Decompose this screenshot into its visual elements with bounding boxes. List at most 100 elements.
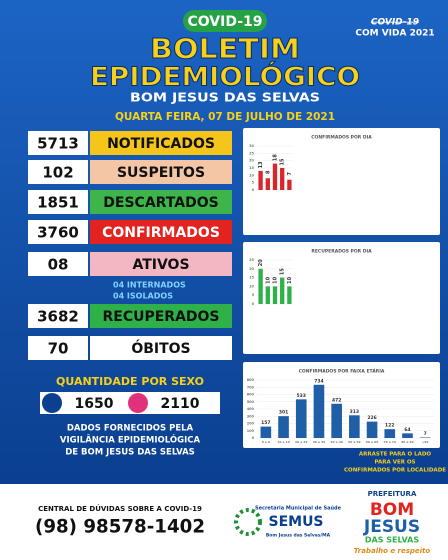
y-tick-label: 25 <box>249 258 254 262</box>
y-tick-label: 0 <box>252 302 255 306</box>
x-tick-label: 70 a 79 <box>384 440 396 444</box>
bar <box>265 286 270 304</box>
label-box <box>90 190 232 214</box>
bar <box>258 268 263 304</box>
data-label: 533 <box>297 393 306 399</box>
indicator-label: RECUPERADOS <box>102 309 219 325</box>
slogan: COVID-19 <box>371 18 419 28</box>
label-box <box>90 252 232 276</box>
indicator-value: 5713 <box>37 135 79 153</box>
x-tick-label: 10 a 19 <box>277 440 289 444</box>
x-tick-label: 60 a 69 <box>366 440 378 444</box>
date: QUARTA FEIRA, 07 DE JULHO DE 2021 <box>115 110 335 123</box>
sex-title: QUANTIDADE POR SEXO <box>56 375 204 388</box>
value-box <box>28 160 88 184</box>
indicator-label: NOTIFICADOS <box>107 136 215 152</box>
note: ARRASTE PARA O LADO <box>359 452 431 458</box>
value-box <box>28 336 88 360</box>
phone: (98) 98578-1402 <box>35 516 205 538</box>
data-label: 10 <box>273 276 279 283</box>
chart-panel <box>243 242 440 354</box>
value-box <box>28 190 88 214</box>
pref-jesus: JESUS <box>363 517 420 537</box>
indicator-value: 08 <box>48 256 69 274</box>
pref-bom: BOM <box>370 500 414 520</box>
bar <box>280 168 285 190</box>
value-box <box>28 304 88 328</box>
y-tick-label: 700 <box>247 385 255 389</box>
y-tick-label: 500 <box>247 400 255 404</box>
data-label: 7 <box>287 171 293 175</box>
bar <box>384 429 396 438</box>
x-tick-label: +90 <box>422 440 429 444</box>
note: PARA VER OS <box>375 460 416 466</box>
title: BOLETIM <box>150 32 300 65</box>
note: CONFIRMADOS POR LOCALIDADE <box>344 468 446 474</box>
data-label: 157 <box>261 420 270 426</box>
female-count: 2110 <box>161 396 200 412</box>
bar <box>278 416 289 438</box>
y-tick-label: 800 <box>247 378 255 382</box>
label-box <box>90 131 232 155</box>
value-box <box>28 252 88 276</box>
y-tick-label: 0 <box>252 436 255 440</box>
y-tick-label: 300 <box>247 414 255 418</box>
x-tick-label: 80 a 89 <box>401 440 413 444</box>
x-tick-label: 40 a 49 <box>330 440 342 444</box>
data-label: 226 <box>367 415 376 421</box>
y-tick-label: 20 <box>249 267 254 271</box>
y-tick-label: 25 <box>249 151 254 155</box>
y-tick-label: 600 <box>247 393 255 397</box>
tag-pill <box>183 10 267 32</box>
place: BOM JESUS DAS SELVAS <box>130 91 320 105</box>
pref-das: DAS SELVAS <box>365 536 419 545</box>
data-label: 64 <box>404 427 410 433</box>
data-label: 20 <box>258 259 264 266</box>
y-tick-label: 400 <box>247 407 255 411</box>
bar <box>258 170 263 190</box>
x-tick-label: 30 a 39 <box>313 440 325 444</box>
bar <box>272 163 278 190</box>
footer-background <box>0 484 448 560</box>
pref: PREFEITURA <box>368 490 417 498</box>
male-icon <box>42 393 62 413</box>
data-label: 10 <box>287 276 293 283</box>
label-box <box>90 336 232 360</box>
bar <box>272 286 278 304</box>
y-tick-label: 10 <box>249 284 254 288</box>
y-tick-label: 15 <box>249 166 254 170</box>
label-box <box>90 220 232 244</box>
data-label: 15 <box>280 268 286 275</box>
indicator-value: 70 <box>48 340 69 358</box>
bar <box>419 437 431 438</box>
data-label: 301 <box>279 410 288 416</box>
chart-title: CONFIRMADOS POR FAIXA ETÁRIA <box>299 368 385 375</box>
male-count: 1650 <box>75 396 114 412</box>
x-tick-label: 50 a 59 <box>348 440 360 444</box>
ativos-detail: 04 INTERNADOS <box>113 281 186 290</box>
slogan: COM VIDA 2021 <box>355 29 434 39</box>
bar <box>280 277 285 304</box>
indicator-label: DESCARTADOS <box>103 195 218 211</box>
bar <box>366 421 378 438</box>
indicator-label: ATIVOS <box>132 257 189 273</box>
y-tick-label: 30 <box>249 144 254 148</box>
value-box <box>28 131 88 155</box>
data-label: 7 <box>424 431 427 437</box>
source: VIGILÂNCIA EPIDEMIOLÓGICA <box>60 434 201 446</box>
data-label: 8 <box>265 170 271 174</box>
y-tick-label: 5 <box>252 181 255 185</box>
y-tick-label: 10 <box>249 173 254 177</box>
bar <box>295 399 307 438</box>
source: DE BOM JESUS DAS SELVAS <box>65 448 195 458</box>
chart-title: CONFIRMADOS POR DIA <box>311 135 372 141</box>
indicator-label: SUSPEITOS <box>117 165 205 181</box>
data-label: 472 <box>332 397 341 403</box>
data-label: 734 <box>314 378 323 384</box>
x-tick-label: 20 a 29 <box>295 440 307 444</box>
female-icon <box>128 393 148 413</box>
bar <box>331 403 342 438</box>
help: CENTRAL DE DÚVIDAS SOBRE A COVID-19 <box>38 504 202 513</box>
data-label: 18 <box>273 154 279 161</box>
